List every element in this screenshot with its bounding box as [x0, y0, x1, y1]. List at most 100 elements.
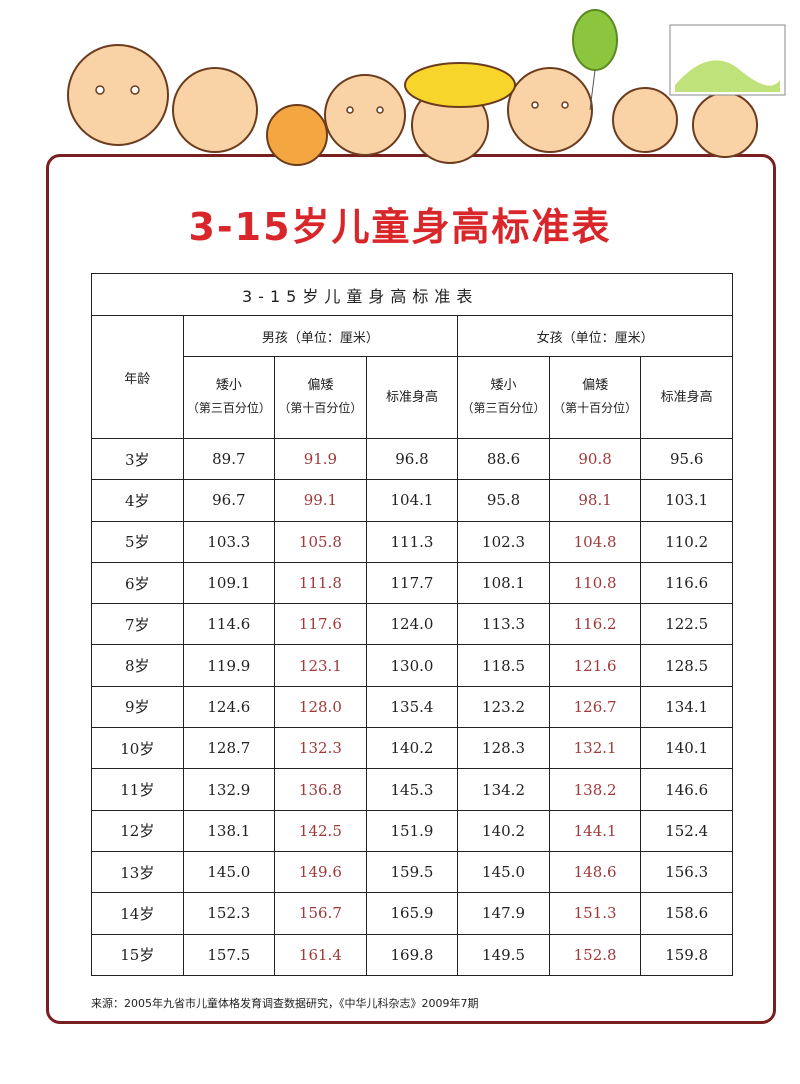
table-row: 6岁 109.1 111.8 117.7 108.1 110.8 116.6: [91, 561, 733, 605]
value-cell: 142.5: [274, 809, 367, 852]
boys-group-header: 男孩（单位：厘米）: [182, 315, 459, 357]
value-cell: 123.2: [457, 685, 550, 729]
value-cell: 91.9: [274, 437, 367, 481]
age-cell: 12岁: [91, 809, 184, 852]
subheader-girls-1: 偏矮 （第十百分位）: [548, 356, 642, 439]
value-cell: 116.2: [548, 603, 642, 646]
value-cell: 118.5: [457, 644, 550, 687]
value-cell: 140.2: [457, 809, 550, 852]
value-cell: 109.1: [182, 561, 276, 605]
subheader-label: 标准身高: [660, 389, 713, 405]
age-header: 年龄: [91, 315, 184, 439]
subheader-label: 偏矮: [307, 378, 334, 393]
table-row: 11岁 132.9 136.8 145.3 134.2 138.2 146.6: [91, 768, 733, 811]
subheader-label: 矮小: [490, 378, 517, 393]
value-cell: 113.3: [457, 603, 550, 646]
value-cell: 132.1: [548, 727, 642, 770]
age-cell: 9岁: [91, 685, 184, 729]
value-cell: 124.6: [182, 685, 276, 729]
subheader-note: （第三百分位）: [461, 401, 546, 415]
value-cell: 99.1: [274, 479, 367, 522]
value-cell: 132.3: [274, 727, 367, 770]
table-caption: 3-15岁儿童身高标准表: [91, 273, 733, 316]
value-cell: 159.5: [365, 850, 459, 894]
subheader-note: （第十百分位）: [553, 401, 638, 415]
table-row: 10岁 128.7 132.3 140.2 128.3 132.1 140.1: [91, 727, 733, 770]
value-cell: 102.3: [457, 520, 550, 563]
value-cell: 144.1: [548, 809, 642, 852]
value-cell: 124.0: [365, 603, 459, 646]
age-cell: 6岁: [91, 561, 184, 605]
value-cell: 152.3: [182, 892, 276, 935]
value-cell: 104.8: [548, 520, 642, 563]
age-cell: 7岁: [91, 603, 184, 646]
value-cell: 169.8: [365, 933, 459, 976]
value-cell: 132.9: [182, 768, 276, 811]
value-cell: 159.8: [640, 933, 733, 976]
value-cell: 128.3: [457, 727, 550, 770]
table-row: 5岁 103.3 105.8 111.3 102.3 104.8 110.2: [91, 520, 733, 563]
value-cell: 108.1: [457, 561, 550, 605]
value-cell: 151.3: [548, 892, 642, 935]
value-cell: 145.3: [365, 768, 459, 811]
value-cell: 88.6: [457, 437, 550, 481]
subheader-label: 矮小: [215, 378, 242, 393]
value-cell: 119.9: [182, 644, 276, 687]
value-cell: 128.5: [640, 644, 733, 687]
table-row: 15岁 157.5 161.4 169.8 149.5 152.8 159.8: [91, 933, 733, 976]
value-cell: 116.6: [640, 561, 733, 605]
subheader-note: （第十百分位）: [278, 401, 363, 415]
value-cell: 152.4: [640, 809, 733, 852]
value-cell: 138.2: [548, 768, 642, 811]
value-cell: 96.8: [365, 437, 459, 481]
age-cell: 14岁: [91, 892, 184, 935]
value-cell: 156.7: [274, 892, 367, 935]
value-cell: 149.5: [457, 933, 550, 976]
value-cell: 121.6: [548, 644, 642, 687]
cartoon-children-illustration: [67, 9, 786, 166]
value-cell: 138.1: [182, 809, 276, 852]
value-cell: 126.7: [548, 685, 642, 729]
value-cell: 95.6: [640, 437, 733, 481]
value-cell: 157.5: [182, 933, 276, 976]
age-cell: 4岁: [91, 479, 184, 522]
value-cell: 156.3: [640, 850, 733, 894]
value-cell: 117.6: [274, 603, 367, 646]
subheader-girls-0: 矮小 （第三百分位）: [457, 356, 550, 439]
poster-title: 3-15岁儿童身高标准表: [188, 205, 612, 249]
value-cell: 103.3: [182, 520, 276, 563]
value-cell: 152.8: [548, 933, 642, 976]
value-cell: 96.7: [182, 479, 276, 522]
value-cell: 145.0: [182, 850, 276, 894]
value-cell: 95.8: [457, 479, 550, 522]
age-cell: 10岁: [91, 727, 184, 770]
table-row: 3岁 89.7 91.9 96.8 88.6 90.8 95.6: [91, 437, 733, 481]
table-row: 14岁 152.3 156.7 165.9 147.9 151.3 158.6: [91, 892, 733, 935]
value-cell: 161.4: [274, 933, 367, 976]
age-cell: 3岁: [91, 437, 184, 481]
value-cell: 128.7: [182, 727, 276, 770]
value-cell: 98.1: [548, 479, 642, 522]
table-row: 13岁 145.0 149.6 159.5 145.0 148.6 156.3: [91, 850, 733, 894]
table-row: 7岁 114.6 117.6 124.0 113.3 116.2 122.5: [91, 603, 733, 646]
subheader-boys-1: 偏矮 （第十百分位）: [274, 356, 367, 439]
value-cell: 114.6: [182, 603, 276, 646]
value-cell: 148.6: [548, 850, 642, 894]
table-row: 8岁 119.9 123.1 130.0 118.5 121.6 128.5: [91, 644, 733, 687]
value-cell: 135.4: [365, 685, 459, 729]
value-cell: 165.9: [365, 892, 459, 935]
value-cell: 134.1: [640, 685, 733, 729]
value-cell: 89.7: [182, 437, 276, 481]
value-cell: 105.8: [274, 520, 367, 563]
age-cell: 5岁: [91, 520, 184, 563]
age-cell: 13岁: [91, 850, 184, 894]
subheader-label: 偏矮: [582, 378, 609, 393]
subheader-boys-2: 标准身高: [365, 356, 459, 439]
age-cell: 15岁: [91, 933, 184, 976]
value-cell: 128.0: [274, 685, 367, 729]
value-cell: 110.2: [640, 520, 733, 563]
value-cell: 103.1: [640, 479, 733, 522]
value-cell: 158.6: [640, 892, 733, 935]
value-cell: 145.0: [457, 850, 550, 894]
table-row: 4岁 96.7 99.1 104.1 95.8 98.1 103.1: [91, 479, 733, 522]
